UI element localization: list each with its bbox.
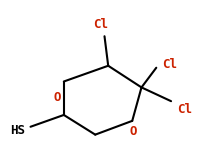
Text: HS: HS [10,124,25,137]
Text: O: O [54,91,61,104]
Text: Cl: Cl [162,58,177,71]
Text: O: O [130,125,138,138]
Text: Cl: Cl [177,103,192,116]
Text: Cl: Cl [93,18,108,31]
